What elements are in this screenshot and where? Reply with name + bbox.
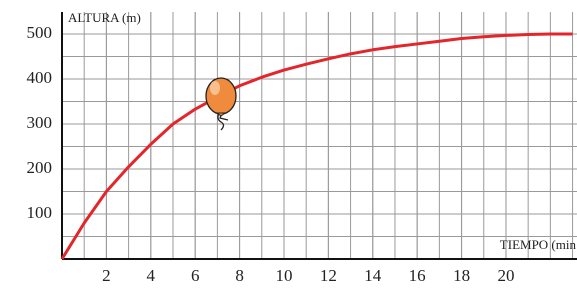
y-tick-label: 100 <box>27 203 53 222</box>
y-tick-label: 200 <box>27 158 53 177</box>
balloon-icon <box>206 78 236 130</box>
x-tick-label: 12 <box>320 266 337 285</box>
y-tick-label: 500 <box>27 23 53 42</box>
x-tick-label: 16 <box>409 266 426 285</box>
y-axis-label: ALTURA (m) <box>68 10 141 25</box>
x-tick-label: 4 <box>147 266 156 285</box>
x-tick-label: 20 <box>497 266 514 285</box>
x-tick-label: 6 <box>191 266 200 285</box>
x-tick-label: 18 <box>453 266 470 285</box>
y-tick-label: 300 <box>27 113 53 132</box>
x-axis-label: TIEMPO (min <box>500 237 577 252</box>
x-tick-label: 14 <box>364 266 382 285</box>
x-tick-label: 8 <box>235 266 244 285</box>
y-tick-label: 400 <box>27 68 53 87</box>
balloon-highlight <box>210 81 220 95</box>
balloon-body <box>206 78 236 114</box>
x-tick-label: 10 <box>275 266 292 285</box>
chart: ALTURA (m) TIEMPO (min 2 4 6 8 10 12 14 16 18 20 1… <box>0 0 577 291</box>
x-tick-label: 2 <box>102 266 111 285</box>
